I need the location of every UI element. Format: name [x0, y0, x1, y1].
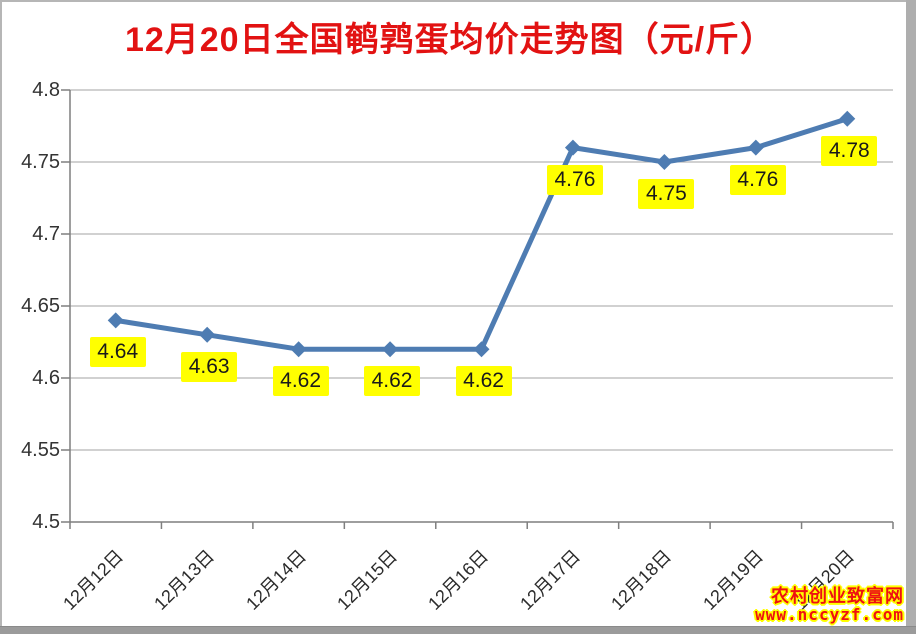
frame-border-bottom: [0, 626, 916, 634]
watermark-site-name: 农村创业致富网: [771, 585, 904, 606]
data-point-marker: [656, 154, 673, 170]
data-point-marker: [839, 110, 856, 127]
data-point-marker: [473, 341, 490, 358]
y-axis-label: 4.75: [21, 151, 60, 173]
data-label: 4.76: [729, 164, 786, 195]
y-axis-label: 4.8: [32, 79, 60, 101]
data-label: 4.62: [455, 366, 512, 397]
data-point-marker: [382, 341, 399, 358]
watermark: 农村创业致富网 www.nccyzf.com: [755, 585, 904, 625]
y-axis-label: 4.6: [32, 367, 60, 389]
data-point-marker: [107, 312, 124, 329]
frame-border-right: [906, 0, 916, 634]
data-point-marker: [564, 139, 581, 156]
data-label: 4.63: [181, 351, 238, 382]
data-point-marker: [290, 341, 307, 358]
y-axis-label: 4.7: [32, 223, 60, 245]
data-label: 4.75: [638, 179, 695, 209]
y-axis-label: 4.55: [21, 439, 60, 461]
y-axis-label: 4.65: [21, 295, 60, 317]
data-point-marker: [747, 139, 764, 156]
data-point-marker: [199, 326, 216, 343]
data-label: 4.78: [821, 135, 878, 166]
y-axis-label: 4.5: [32, 511, 60, 533]
data-label: 4.76: [546, 164, 603, 195]
data-label: 4.62: [364, 366, 421, 397]
frame-border-top: [0, 0, 916, 2]
watermark-site-url: www.nccyzf.com: [755, 605, 904, 625]
frame-border-left: [0, 0, 2, 634]
data-label: 4.62: [272, 366, 329, 397]
data-label: 4.64: [89, 337, 146, 368]
chart-title: 12月20日全国鹌鹑蛋均价走势图（元/斤）: [124, 21, 776, 59]
